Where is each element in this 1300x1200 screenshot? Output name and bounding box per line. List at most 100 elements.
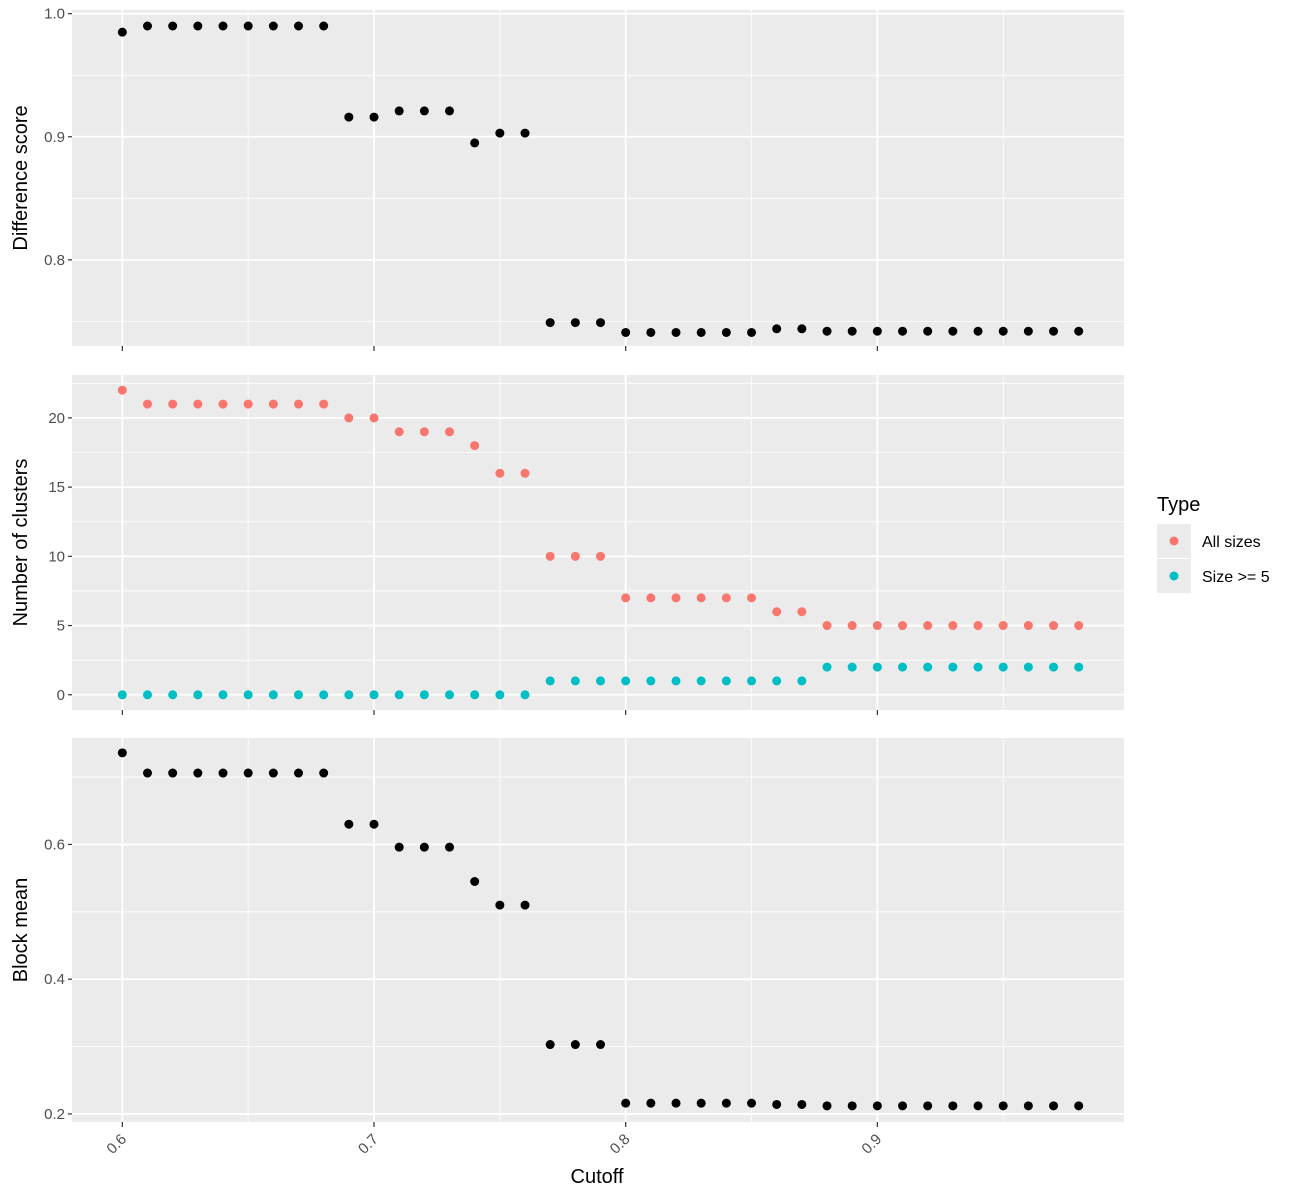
- data-point: [621, 676, 631, 686]
- x-axis-title: Cutoff: [571, 1166, 624, 1188]
- data-point: [117, 748, 127, 758]
- data-point: [570, 1040, 580, 1050]
- data-point: [268, 399, 278, 409]
- data-point: [168, 768, 178, 778]
- data-point: [847, 662, 857, 672]
- data-point: [445, 427, 455, 437]
- data-point: [495, 468, 505, 478]
- data-point: [319, 768, 329, 778]
- data-point: [671, 327, 681, 337]
- data-point: [1023, 621, 1033, 631]
- y-tick-label: 0.2: [44, 1106, 65, 1123]
- data-point: [721, 593, 731, 603]
- data-point: [696, 593, 706, 603]
- legend-entry-label: All sizes: [1202, 534, 1261, 551]
- data-point: [218, 21, 228, 31]
- data-point: [847, 1101, 857, 1111]
- data-point: [621, 327, 631, 337]
- data-point: [721, 676, 731, 686]
- data-point: [646, 1098, 656, 1108]
- data-point: [495, 128, 505, 138]
- y-tick-label: 0.8: [44, 252, 65, 269]
- data-point: [344, 112, 354, 122]
- data-point: [696, 327, 706, 337]
- data-point: [1074, 621, 1084, 631]
- data-point: [570, 551, 580, 561]
- panel-3: 0.2 0.4 0.6 Block mean: [10, 738, 1124, 1127]
- data-point: [898, 662, 908, 672]
- data-point: [948, 662, 958, 672]
- data-point: [596, 551, 606, 561]
- data-point: [168, 399, 178, 409]
- data-point: [772, 1099, 782, 1109]
- data-point: [495, 690, 505, 700]
- data-point: [772, 607, 782, 617]
- data-point: [948, 1101, 958, 1111]
- data-point: [218, 690, 228, 700]
- data-point: [117, 27, 127, 37]
- data-point: [294, 768, 304, 778]
- data-point: [369, 413, 379, 423]
- data-point: [872, 326, 882, 336]
- panel-background: [72, 738, 1124, 1122]
- data-point: [1049, 1101, 1059, 1111]
- panel-1: 0.8 0.9 1.0 Difference score: [10, 6, 1124, 351]
- data-point: [243, 768, 253, 778]
- data-point: [872, 621, 882, 631]
- legend-key-point: [1169, 571, 1179, 581]
- data-point: [470, 441, 480, 451]
- data-point: [520, 468, 530, 478]
- data-point: [671, 593, 681, 603]
- data-point: [545, 551, 555, 561]
- data-point: [973, 1101, 983, 1111]
- data-point: [646, 676, 656, 686]
- data-point: [646, 327, 656, 337]
- data-point: [1049, 662, 1059, 672]
- data-point: [721, 1098, 731, 1108]
- data-point: [369, 819, 379, 829]
- data-point: [344, 690, 354, 700]
- data-point: [1074, 1101, 1084, 1111]
- panel-2: 0 5 10 15 20 Number of clusters: [10, 375, 1124, 715]
- data-point: [168, 21, 178, 31]
- y-axis-title: Block mean: [10, 878, 32, 983]
- data-point: [1049, 621, 1059, 631]
- data-point: [797, 324, 807, 334]
- data-point: [319, 690, 329, 700]
- data-point: [193, 21, 203, 31]
- data-point: [646, 593, 656, 603]
- data-point: [243, 399, 253, 409]
- data-point: [898, 1101, 908, 1111]
- data-point: [243, 690, 253, 700]
- data-point: [193, 768, 203, 778]
- data-point: [797, 676, 807, 686]
- data-point: [369, 112, 379, 122]
- data-point: [973, 326, 983, 336]
- data-point: [797, 607, 807, 617]
- data-point: [570, 676, 580, 686]
- data-point: [419, 427, 429, 437]
- data-point: [117, 690, 127, 700]
- data-point: [319, 21, 329, 31]
- x-tick-label: 0.8: [607, 1131, 634, 1158]
- data-point: [1023, 662, 1033, 672]
- data-point: [923, 621, 933, 631]
- data-point: [872, 662, 882, 672]
- x-tick-label: 0.7: [355, 1131, 382, 1158]
- data-point: [1074, 326, 1084, 336]
- data-point: [847, 621, 857, 631]
- data-point: [1049, 326, 1059, 336]
- data-point: [596, 676, 606, 686]
- data-point: [671, 676, 681, 686]
- data-point: [747, 327, 757, 337]
- data-point: [596, 318, 606, 328]
- data-point: [973, 621, 983, 631]
- y-tick-label: 0.6: [44, 836, 65, 853]
- data-point: [545, 1040, 555, 1050]
- data-point: [822, 662, 832, 672]
- data-point: [822, 326, 832, 336]
- y-tick-label: 0: [57, 687, 65, 704]
- data-point: [1023, 326, 1033, 336]
- data-point: [923, 1101, 933, 1111]
